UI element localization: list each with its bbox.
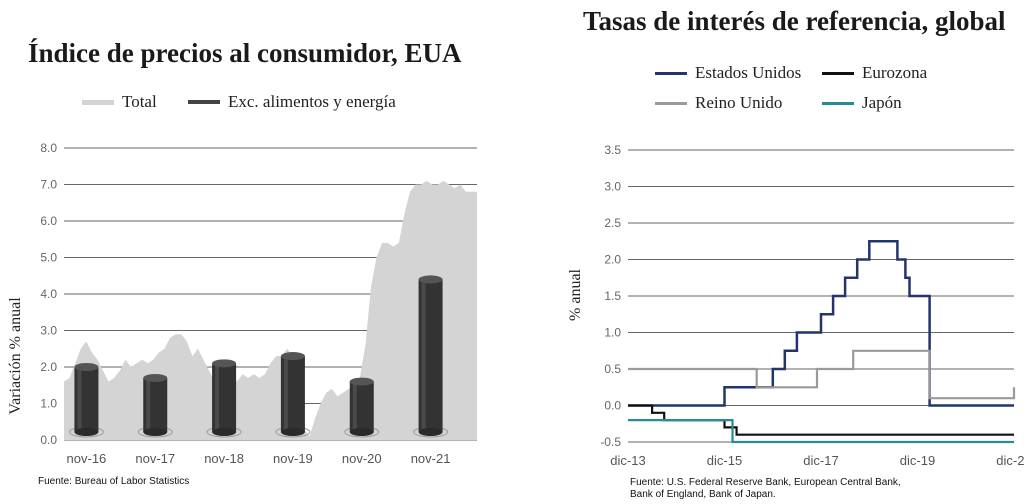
core-cpi-bar-cap	[74, 363, 99, 371]
right-y-axis-title: % anual	[567, 268, 584, 321]
legend-item-total: Total	[82, 92, 157, 112]
right-x-tick-label: dic-17	[803, 453, 838, 468]
core-cpi-bar-highlight	[215, 363, 220, 432]
legend-swatch-total	[82, 99, 114, 105]
core-cpi-bar-cap	[418, 275, 443, 284]
rate-series-line	[628, 240, 1014, 407]
right-chart-title: Tasas de interés de referencia, global	[583, 6, 1006, 36]
core-cpi-bar-highlight	[352, 381, 357, 432]
right-x-tick-label: dic-21	[996, 453, 1024, 468]
left-y-tick-label: 1.0	[40, 397, 57, 411]
left-y-tick-label: 3.0	[40, 324, 57, 338]
core-cpi-bar-highlight	[77, 367, 82, 432]
core-cpi-bar-highlight	[146, 377, 151, 432]
left-x-tick-label: nov-20	[342, 451, 382, 466]
core-cpi-bar-highlight	[421, 279, 426, 432]
legend-swatch-us	[655, 71, 687, 75]
left-y-tick-label: 2.0	[40, 360, 57, 374]
left-x-tick-label: nov-18	[204, 451, 244, 466]
left-x-tick-label: nov-19	[273, 451, 313, 466]
left-y-tick-label: 5.0	[40, 251, 57, 265]
right-x-tick-label: dic-19	[900, 453, 935, 468]
core-cpi-bar-cap	[280, 352, 305, 361]
legend-label-uk: Reino Unido	[695, 93, 783, 112]
left-chart-title: Índice de precios al consumidor, EUA	[28, 38, 462, 68]
core-cpi-bar-bottom	[74, 428, 99, 436]
legend-item-eurozone: Eurozona	[822, 63, 927, 83]
rate-series-line	[628, 419, 1014, 444]
right-y-tick-label: 3.5	[604, 143, 621, 157]
cpi-chart: Variación % anual 0.0 1.0 2.0 3.0 4.0 5.0 6.0 7…	[7, 141, 477, 466]
right-y-tick-label: 1.5	[604, 289, 621, 303]
right-source-line-2: Bank of England, Bank of Japan.	[630, 489, 776, 500]
left-x-tick-label: nov-21	[411, 451, 451, 466]
core-cpi-bar-highlight	[283, 356, 288, 432]
right-x-tick-label: dic-13	[610, 453, 645, 468]
left-y-tick-label: 0.0	[40, 433, 57, 447]
right-source-note: Fuente: U.S. Federal Reserve Bank, Europ…	[630, 477, 901, 501]
left-y-tick-label: 7.0	[40, 178, 57, 192]
legend-label-japan: Japón	[862, 93, 902, 112]
legend-label-core: Exc. alimentos y energía	[228, 92, 396, 111]
left-x-tick-label: nov-16	[67, 451, 107, 466]
left-y-tick-label: 8.0	[40, 141, 57, 155]
legend-label-total: Total	[122, 92, 157, 111]
left-y-axis-title: Variación % anual	[7, 297, 24, 415]
left-y-tick-label: 4.0	[40, 287, 57, 301]
legend-swatch-uk	[655, 101, 687, 105]
right-y-tick-label: -0.5	[600, 435, 621, 449]
legend-label-us: Estados Unidos	[695, 63, 802, 82]
right-y-tick-label: 2.0	[604, 253, 621, 267]
core-cpi-bar-cap	[212, 359, 237, 368]
legend-item-japan: Japón	[822, 93, 902, 113]
legend-item-core: Exc. alimentos y energía	[188, 92, 396, 112]
legend-swatch-core	[188, 100, 220, 104]
core-cpi-bar-bottom	[349, 428, 374, 436]
legend-swatch-eurozone	[822, 71, 854, 75]
legend-label-eurozone: Eurozona	[862, 63, 928, 82]
rate-series-line	[628, 349, 1016, 400]
right-x-tick-label: dic-15	[707, 453, 742, 468]
core-cpi-bar-bottom	[280, 428, 305, 436]
right-y-tick-label: 1.0	[604, 326, 621, 340]
right-y-tick-label: 2.5	[604, 216, 621, 230]
left-source-note: Fuente: Bureau of Labor Statistics	[38, 476, 190, 487]
right-y-tick-label: 0.5	[604, 362, 621, 376]
left-y-tick-label: 6.0	[40, 214, 57, 228]
legend-swatch-japan	[822, 101, 854, 105]
right-y-tick-label: 3.0	[604, 180, 621, 194]
rates-chart: % anual -0.5 0.0 0.5 1.0 1.5 2.0 2.5 3.0 3.5 dic-…	[567, 143, 1024, 468]
core-cpi-bar-bottom	[143, 428, 168, 436]
core-cpi-bar-bottom	[212, 428, 237, 436]
core-cpi-bar-cap	[349, 377, 374, 386]
legend-item-uk: Reino Unido	[655, 93, 782, 113]
right-source-line-1: Fuente: U.S. Federal Reserve Bank, Europ…	[630, 477, 901, 488]
total-cpi-area	[64, 180, 477, 440]
left-x-tick-label: nov-17	[135, 451, 175, 466]
core-cpi-bar-bottom	[418, 428, 443, 436]
legend-item-us: Estados Unidos	[655, 63, 801, 83]
right-y-tick-label: 0.0	[604, 399, 621, 413]
core-cpi-bar-cap	[143, 373, 168, 382]
